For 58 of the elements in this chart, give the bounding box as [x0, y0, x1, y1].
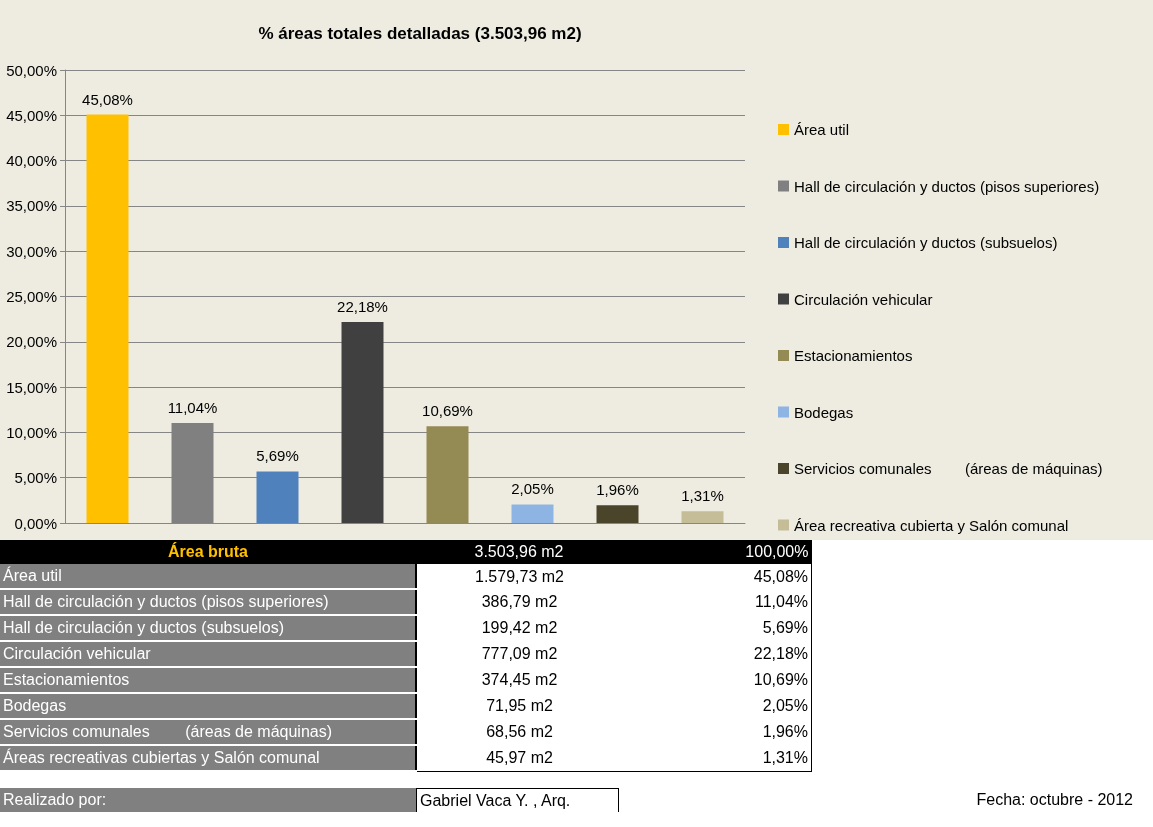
table-row-header: Área util — [0, 564, 416, 589]
table-row-header: Hall de circulación y ductos (pisos superiores) — [0, 589, 416, 615]
legend-label: Bodegas — [794, 403, 854, 421]
y-tick-label: 0,00% — [14, 514, 57, 532]
text: 386,79 m2 — [480, 592, 559, 612]
y-tick-label: 30,00% — [6, 242, 57, 260]
data-label: 10,69% — [422, 402, 473, 420]
text: 5,69% — [762, 619, 808, 636]
data-label: 22,18% — [337, 298, 388, 316]
legend-label: Circulación vehicular — [794, 290, 933, 308]
table-header-cell: 3.503,96 m2 — [416, 540, 622, 564]
y-tick-label: 5,00% — [14, 469, 57, 487]
text: 1,96% — [762, 723, 808, 740]
text: 22,18% — [753, 645, 808, 662]
data-label: 5,69% — [256, 447, 299, 465]
footer-label-cell: Realizado por: — [0, 788, 416, 812]
table-row-header: Estacionamientos — [0, 667, 416, 693]
text: 199,42 m2 — [480, 618, 559, 638]
data-label: 11,04% — [167, 398, 218, 416]
table-row-header: Bodegas — [0, 693, 416, 719]
table-row-header: Circulación vehicular — [0, 641, 416, 667]
data-label: 2,05% — [511, 480, 554, 498]
legend-label: Área util — [794, 121, 850, 138]
text: 45,08% — [753, 567, 808, 585]
text: Fecha: octubre - 2012 — [975, 790, 1134, 810]
y-tick-label: 45,00% — [6, 106, 57, 124]
y-tick-label: 40,00% — [6, 152, 57, 170]
table-row-header: Servicios comunales (áreas de máquinas) — [0, 719, 416, 745]
text: 2,05% — [762, 697, 808, 714]
data-label: 45,08% — [82, 90, 133, 108]
text: 71,95 m2 — [485, 696, 554, 716]
data-label: 1,31% — [681, 487, 724, 505]
text: 374,45 m2 — [480, 670, 559, 690]
text: 1.579,73 m2 — [474, 566, 565, 587]
text: 777,09 m2 — [480, 644, 559, 664]
text: 10,69% — [753, 671, 808, 688]
text: 45,97 m2 — [485, 747, 554, 768]
legend-label: Área recreativa cubierta y Salón comunal — [794, 516, 1069, 534]
legend-label: Hall de circulación y ductos (subsuelos) — [794, 234, 1058, 251]
legend-label: Estacionamientos — [794, 347, 913, 364]
table-header-cell: Área bruta — [0, 540, 416, 564]
text: Gabriel Vaca Y. , Arq. — [416, 788, 619, 812]
y-tick-label: 20,00% — [6, 333, 57, 351]
text: 11,04% — [754, 593, 808, 610]
chart-title: % áreas totales detalladas (3.503,96 m2) — [258, 24, 582, 43]
legend-label: Servicios comunales (áreas de máquinas) — [794, 460, 1103, 477]
y-tick-label: 15,00% — [6, 378, 57, 396]
text: 1,31% — [762, 748, 808, 766]
text: 68,56 m2 — [485, 722, 554, 742]
table-header-cell: 100,00% — [622, 540, 812, 564]
y-tick-label: 50,00% — [6, 61, 57, 79]
y-tick-label: 10,00% — [6, 423, 57, 441]
table-row-header: Hall de circulación y ductos (subsuelos) — [0, 615, 416, 641]
y-tick-label: 25,00% — [6, 288, 57, 305]
table-row-header: Áreas recreativas cubiertas y Salón comunal — [0, 745, 416, 771]
y-tick-label: 35,00% — [6, 197, 57, 215]
legend-label: Hall de circulación y ductos (pisos superiores) — [794, 177, 1100, 195]
data-label: 1,96% — [596, 481, 639, 499]
